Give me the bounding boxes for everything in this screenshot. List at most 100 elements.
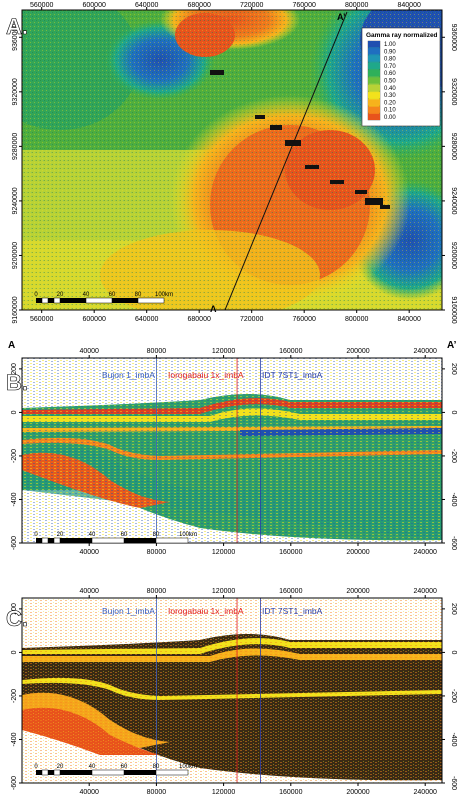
x-tick-label-bottom: 760000	[293, 316, 316, 323]
x-tick-label-bottom: 120000	[212, 549, 235, 556]
y-tick-label-left: 0	[11, 410, 18, 414]
panel-b: 40000 40000 80000 80000 120000 120000 160000 16…	[0, 330, 465, 560]
y-tick-label-left: -600	[11, 776, 18, 790]
gamma-ray-section-c: 40000 40000 80000 80000 120000 120000 160000 16…	[6, 588, 457, 796]
x-tick-label-bottom: 560000	[30, 316, 53, 323]
scale-bar-label: 60	[121, 764, 128, 770]
section-b-axes: 4000040000800008000012000012000016000016…	[11, 348, 457, 556]
well-label-idt-b: IDT 7ST1_imbA	[262, 370, 323, 380]
y-tick-label-right: -200	[450, 689, 457, 703]
x-tick-label-bottom: 120000	[212, 789, 235, 796]
scale-bar-label: 80	[153, 764, 160, 770]
section-end-label-b: A’	[447, 340, 457, 351]
legend-entry-label: 1.00	[384, 42, 396, 48]
section-b-scale-bar: 0 20 40 60 80 100km	[34, 532, 197, 544]
scale-bar-label: 40	[89, 764, 96, 770]
scale-bar-label: 60	[121, 532, 128, 538]
x-tick-label-top: 240000	[414, 588, 437, 595]
legend-swatch	[368, 62, 380, 69]
x-tick-label-top: 200000	[346, 588, 369, 595]
y-tick-label-left: 200	[11, 363, 18, 375]
x-tick-label-top: 200000	[346, 348, 369, 355]
gamma-legend: Gamma ray normalized 1.000.90 0.800.700.6…	[361, 27, 441, 127]
y-tick-label-left: -400	[11, 732, 18, 746]
y-tick-label-right: -400	[450, 492, 457, 506]
x-tick-label-top: 760000	[293, 2, 316, 9]
panel-label-c: C.	[6, 606, 28, 631]
x-tick-label-top: 120000	[212, 348, 235, 355]
legend-entry-label: 0.70	[384, 64, 396, 70]
y-tick-label-left: 200	[11, 603, 18, 615]
legend-entry-label: 0.00	[384, 115, 396, 121]
y-tick-label-right: 0	[450, 650, 457, 654]
x-tick-label-top: 120000	[212, 588, 235, 595]
legend-entry-label: 0.10	[384, 108, 396, 114]
x-tick-label-top: 160000	[279, 348, 302, 355]
y-tick-label-right: 200	[450, 603, 457, 615]
y-tick-label-right: -600	[450, 536, 457, 550]
scale-bar-label: 60	[109, 292, 116, 298]
legend-swatch	[368, 77, 380, 84]
gamma-ray-section-b: 4000040000800008000012000012000016000016…	[6, 340, 457, 556]
x-tick-label-bottom: 200000	[346, 789, 369, 796]
section-b-raster	[22, 358, 442, 543]
legend-swatch	[368, 106, 380, 113]
section-start-label-a: A	[210, 304, 217, 314]
x-tick-label-bottom: 160000	[279, 789, 302, 796]
scale-bar-label: 100km	[179, 764, 197, 770]
x-tick-label-bottom: 240000	[414, 549, 437, 556]
scale-bar-label: 80	[135, 292, 142, 298]
x-tick-label-top: 800000	[345, 2, 368, 9]
y-tick-label-right: 9280000	[450, 133, 457, 160]
x-tick-label-top: 40000	[79, 588, 99, 595]
section-c-scale-bar: 0 20 40 60 80 100km	[34, 764, 197, 776]
x-tick-label-bottom: 720000	[240, 316, 263, 323]
x-tick-label-bottom: 680000	[188, 316, 211, 323]
x-tick-label-top: 80000	[147, 588, 167, 595]
y-tick-label-left: 9280000	[12, 133, 19, 160]
x-tick-label-top: 40000	[79, 348, 99, 355]
x-tick-label-top: 240000	[414, 348, 437, 355]
legend-entry-label: 0.60	[384, 71, 396, 77]
legend-title: Gamma ray normalized	[366, 32, 438, 39]
x-tick-label-bottom: 240000	[414, 789, 437, 796]
y-tick-label-right: -200	[450, 449, 457, 463]
y-tick-label-left: 9320000	[12, 78, 19, 105]
y-tick-label-left: 9360000	[12, 24, 19, 51]
y-tick-label-right: -400	[450, 732, 457, 746]
scale-bar-label: 0	[34, 292, 38, 298]
map-scale-bar: 0 20 40 60 80 100km	[34, 292, 173, 304]
x-tick-label-bottom: 840000	[398, 316, 421, 323]
legend-swatch	[368, 55, 380, 62]
well-label-iorogabaiu-c: Iorogabaiu 1x_imbA	[168, 606, 244, 616]
legend-entry-label: 0.50	[384, 79, 396, 85]
legend-swatch	[368, 114, 380, 120]
y-tick-label-left: -200	[11, 689, 18, 703]
x-tick-label-bottom: 40000	[79, 789, 99, 796]
legend-swatch	[368, 48, 380, 55]
legend-entry-label: 0.90	[384, 49, 396, 55]
x-tick-label-top: 80000	[147, 348, 167, 355]
y-tick-label-left: -600	[11, 536, 18, 550]
x-tick-label-bottom: 640000	[135, 316, 158, 323]
panel-a: 560000 560000 600000 600000 640000 640000 6800…	[0, 0, 465, 330]
well-label-bujon-c: Bujon 1_imbA	[102, 606, 155, 616]
legend-entry-label: 0.40	[384, 86, 396, 92]
x-tick-label-bottom: 80000	[147, 789, 167, 796]
y-tick-label-left: 9160000	[12, 296, 19, 323]
section-start-label-b: A	[8, 340, 15, 351]
well-label-idt-c: IDT 7ST1_imbA	[262, 606, 323, 616]
y-tick-label-right: 9200000	[450, 242, 457, 269]
x-tick-label-top: 680000	[188, 2, 211, 9]
section-c-axes: 40000 40000 80000 80000 120000 120000 160000 16…	[11, 588, 457, 796]
panel-label-b: B.	[6, 370, 28, 395]
x-tick-label-bottom: 600000	[83, 316, 106, 323]
well-label-iorogabaiu-b: Iorogabaiu 1x_imbA	[168, 370, 244, 380]
legend-swatch	[368, 41, 380, 47]
scale-bar-label: 0	[34, 764, 38, 770]
x-tick-label-top: 160000	[279, 588, 302, 595]
legend-entry-label: 0.80	[384, 57, 396, 63]
well-label-bujon-b: Bujon 1_imbA	[102, 370, 155, 380]
scale-bar-label: 100km	[179, 532, 197, 538]
x-tick-label-top: 600000	[83, 2, 106, 9]
